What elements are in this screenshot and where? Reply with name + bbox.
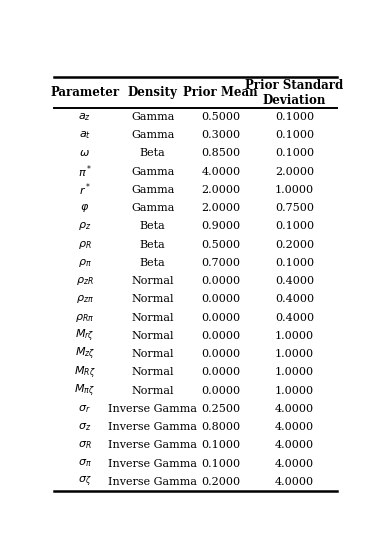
Text: 1.0000: 1.0000 [275,349,314,359]
Text: 0.0000: 0.0000 [201,312,240,322]
Text: $\sigma_z$: $\sigma_z$ [78,421,91,433]
Text: 1.0000: 1.0000 [275,331,314,341]
Text: Parameter: Parameter [50,86,119,99]
Text: 0.9000: 0.9000 [201,222,240,232]
Text: Normal: Normal [131,386,174,396]
Text: $\varphi$: $\varphi$ [80,202,89,214]
Text: 1.0000: 1.0000 [275,367,314,377]
Text: 4.0000: 4.0000 [201,167,240,177]
Text: 1.0000: 1.0000 [275,386,314,396]
Text: 0.1000: 0.1000 [201,440,240,450]
Text: 0.7000: 0.7000 [201,258,240,268]
Text: Normal: Normal [131,312,174,322]
Text: $\rho_\pi$: $\rho_\pi$ [78,257,91,269]
Text: Inverse Gamma: Inverse Gamma [108,422,197,432]
Text: Prior Mean: Prior Mean [184,86,258,99]
Text: Prior Standard
Deviation: Prior Standard Deviation [245,79,344,106]
Text: Inverse Gamma: Inverse Gamma [108,404,197,414]
Text: $\rho_{R\pi}$: $\rho_{R\pi}$ [75,312,94,324]
Text: 0.0000: 0.0000 [201,276,240,286]
Text: Beta: Beta [140,222,166,232]
Text: Beta: Beta [140,240,166,250]
Text: $a_t$: $a_t$ [78,129,91,141]
Text: Inverse Gamma: Inverse Gamma [108,440,197,450]
Text: 0.0000: 0.0000 [201,349,240,359]
Text: $M_{R\zeta}$: $M_{R\zeta}$ [74,364,96,381]
Text: 1.0000: 1.0000 [275,185,314,195]
Text: Normal: Normal [131,349,174,359]
Text: Normal: Normal [131,331,174,341]
Text: Inverse Gamma: Inverse Gamma [108,459,197,469]
Text: 0.0000: 0.0000 [201,367,240,377]
Text: 4.0000: 4.0000 [275,404,314,414]
Text: $\sigma_R$: $\sigma_R$ [78,439,91,451]
Text: Gamma: Gamma [131,130,174,140]
Text: 4.0000: 4.0000 [275,422,314,432]
Text: Normal: Normal [131,367,174,377]
Text: 0.4000: 0.4000 [275,294,314,304]
Text: Gamma: Gamma [131,203,174,213]
Text: 0.2500: 0.2500 [201,404,240,414]
Text: 0.1000: 0.1000 [275,130,314,140]
Text: Beta: Beta [140,258,166,268]
Text: 0.4000: 0.4000 [275,276,314,286]
Text: Gamma: Gamma [131,167,174,177]
Text: $\rho_{z\pi}$: $\rho_{z\pi}$ [76,294,94,305]
Text: 0.0000: 0.0000 [201,386,240,396]
Text: Normal: Normal [131,276,174,286]
Text: 0.1000: 0.1000 [201,459,240,469]
Text: 0.2000: 0.2000 [201,477,240,487]
Text: Density: Density [128,86,178,99]
Text: $\sigma_\zeta$: $\sigma_\zeta$ [78,475,91,489]
Text: $r^*$: $r^*$ [78,182,91,198]
Text: 0.5000: 0.5000 [201,112,240,122]
Text: 0.1000: 0.1000 [275,112,314,122]
Text: 0.0000: 0.0000 [201,294,240,304]
Text: 4.0000: 4.0000 [275,459,314,469]
Text: Inverse Gamma: Inverse Gamma [108,477,197,487]
Text: $\sigma_\pi$: $\sigma_\pi$ [78,458,91,469]
Text: $M_{\pi\zeta}$: $M_{\pi\zeta}$ [74,382,95,399]
Text: $a_z$: $a_z$ [78,111,91,123]
Text: $M_{z\zeta}$: $M_{z\zeta}$ [75,346,95,362]
Text: 0.1000: 0.1000 [275,148,314,158]
Text: $\rho_{zR}$: $\rho_{zR}$ [76,275,94,287]
Text: Beta: Beta [140,148,166,158]
Text: 0.2000: 0.2000 [275,240,314,250]
Text: 0.1000: 0.1000 [275,222,314,232]
Text: 0.4000: 0.4000 [275,312,314,322]
Text: $\rho_z$: $\rho_z$ [78,220,91,233]
Text: 0.8500: 0.8500 [201,148,240,158]
Text: 0.3000: 0.3000 [201,130,240,140]
Text: Normal: Normal [131,294,174,304]
Text: $\pi^*$: $\pi^*$ [78,163,92,180]
Text: $\rho_R$: $\rho_R$ [78,239,91,250]
Text: Gamma: Gamma [131,185,174,195]
Text: $\sigma_r$: $\sigma_r$ [78,403,91,415]
Text: 4.0000: 4.0000 [275,477,314,487]
Text: 2.0000: 2.0000 [275,167,314,177]
Text: $M_{r\zeta}$: $M_{r\zeta}$ [75,327,94,344]
Text: 0.0000: 0.0000 [201,331,240,341]
Text: $\omega$: $\omega$ [79,148,90,158]
Text: 0.8000: 0.8000 [201,422,240,432]
Text: 0.7500: 0.7500 [275,203,314,213]
Text: 2.0000: 2.0000 [201,185,240,195]
Text: Gamma: Gamma [131,112,174,122]
Text: 0.1000: 0.1000 [275,258,314,268]
Text: 2.0000: 2.0000 [201,203,240,213]
Text: 4.0000: 4.0000 [275,440,314,450]
Text: 0.5000: 0.5000 [201,240,240,250]
